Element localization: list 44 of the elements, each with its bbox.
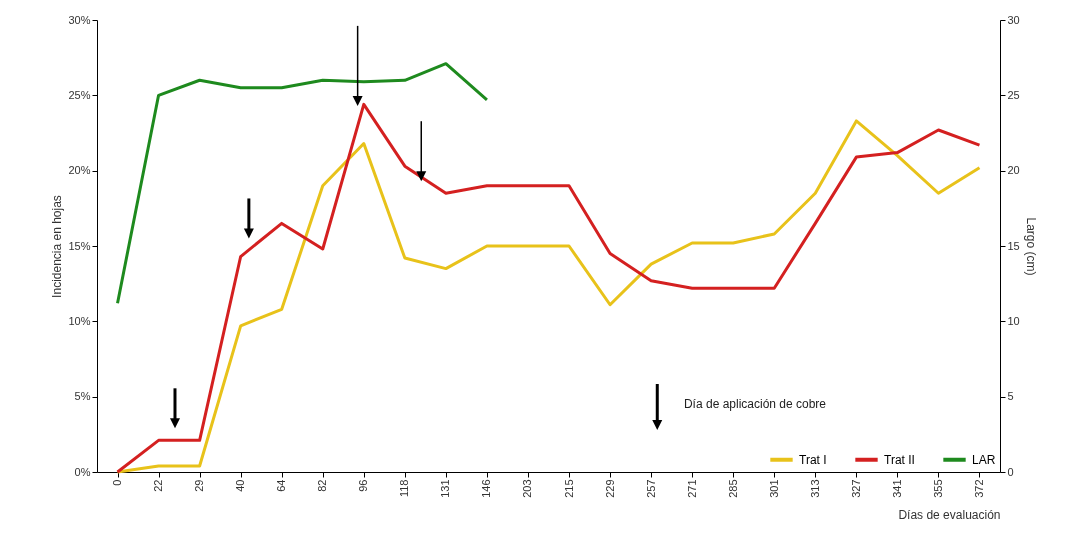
line-series — [116, 62, 489, 305]
y2-tick-label: 20 — [1007, 164, 1020, 177]
x-tick-label: 0 — [111, 479, 124, 486]
legend-label: LAR — [972, 452, 996, 467]
legend-label: Trat II — [884, 452, 915, 467]
y2-tick-label: 25 — [1007, 88, 1020, 101]
y2-tick-label: 0 — [1007, 465, 1014, 478]
legend-label: Trat I — [799, 452, 827, 467]
y-tick-label: 0% — [74, 465, 91, 478]
x-tick-label: 372 — [972, 479, 985, 498]
x-tick-label: 285 — [726, 479, 739, 498]
x-tick-label: 82 — [316, 479, 329, 492]
x-tick-label: 64 — [275, 479, 288, 492]
y-axis-title: Incidencia en hojas — [50, 195, 65, 298]
x-tick-label: 355 — [931, 479, 944, 498]
y2-tick-label: 30 — [1007, 13, 1020, 26]
x-tick-label: 131 — [439, 479, 452, 498]
x-tick-label: 146 — [480, 479, 493, 498]
y2-tick-label: 15 — [1007, 239, 1020, 252]
x-tick-label: 229 — [603, 479, 616, 498]
y2-axis-title: Largo (cm) — [1023, 217, 1038, 276]
y2-tick-label: 5 — [1007, 390, 1014, 403]
x-tick-label: 118 — [398, 479, 411, 498]
x-tick-label: 313 — [808, 479, 821, 498]
x-tick-label: 341 — [890, 479, 903, 498]
annotation: Día de aplicación de cobre — [683, 397, 827, 411]
x-tick-label: 96 — [357, 479, 370, 492]
x-tick-label: 22 — [152, 479, 165, 492]
y-tick-label: 10% — [68, 314, 91, 327]
y-tick-label: 25% — [68, 88, 91, 101]
x-tick-label: 215 — [562, 479, 575, 498]
y-tick-label: 30% — [68, 13, 91, 26]
y-tick-label: 20% — [68, 164, 91, 177]
y2-tick-label: 10 — [1007, 314, 1020, 327]
x-tick-label: 257 — [644, 479, 657, 498]
y-tick-label: 5% — [74, 390, 91, 403]
x-axis-title: Días de evaluación — [898, 507, 1001, 522]
y-tick-label: 15% — [68, 239, 91, 252]
x-tick-label: 29 — [193, 479, 206, 492]
x-tick-label: 40 — [234, 479, 247, 492]
x-tick-label: 203 — [521, 479, 534, 498]
x-tick-label: 327 — [849, 479, 862, 498]
x-tick-label: 301 — [767, 479, 780, 498]
x-tick-label: 271 — [685, 479, 698, 498]
